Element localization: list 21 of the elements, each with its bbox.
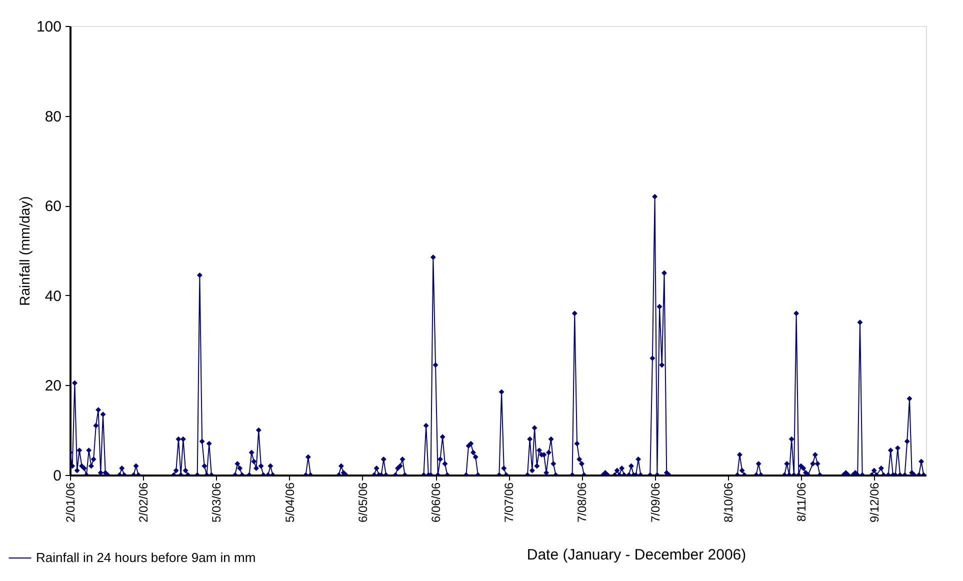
x-tick-label: 8/11/06 xyxy=(794,482,809,522)
x-tick-label: 7/07/06 xyxy=(502,482,516,523)
x-tick-label: 8/10/06 xyxy=(721,482,736,523)
x-tick-label: 5/03/06 xyxy=(210,482,224,523)
x-tick-label: 6/06/06 xyxy=(429,482,444,523)
x-tick-label: 7/09/06 xyxy=(648,482,662,523)
x-tick-label: 7/08/06 xyxy=(575,482,590,523)
y-tick-label: 20 xyxy=(44,378,62,395)
y-tick-label: 100 xyxy=(36,18,62,36)
y-axis-title: Rainfall (mm/day) xyxy=(16,196,32,306)
y-tick-label: 60 xyxy=(44,198,62,216)
legend-label: Rainfall in 24 hours before 9am in mm xyxy=(36,550,256,565)
x-axis-title: Date (January - December 2006) xyxy=(526,546,746,564)
x-tick-label: 6/05/06 xyxy=(356,482,370,523)
x-tick-label: 9/12/06 xyxy=(868,482,882,523)
y-tick-label: 80 xyxy=(44,108,62,126)
x-tick-label: 2/02/06 xyxy=(136,482,151,523)
y-tick-label: 0 xyxy=(53,468,62,484)
x-tick-label: 2/01/06 xyxy=(64,482,78,523)
x-tick-label: 5/04/06 xyxy=(282,482,297,523)
y-tick-label: 40 xyxy=(44,288,62,305)
